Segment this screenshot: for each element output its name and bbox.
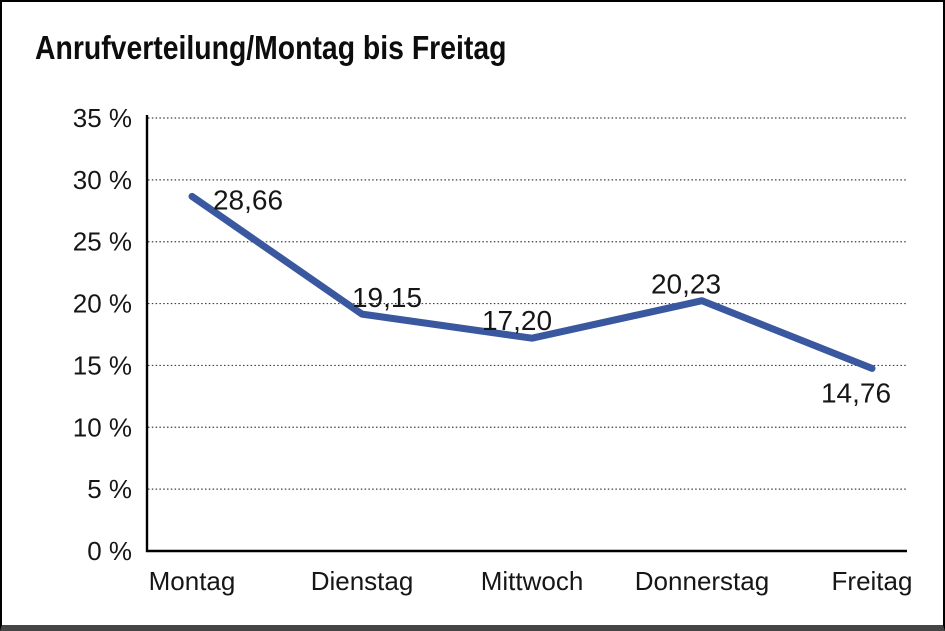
x-category-label: Freitag xyxy=(832,566,913,596)
data-point-label: 20,23 xyxy=(651,269,721,300)
y-tick-label: 35 % xyxy=(73,103,132,133)
data-point-label: 19,15 xyxy=(352,282,422,313)
x-category-label: Donnerstag xyxy=(635,566,769,596)
y-tick-label: 5 % xyxy=(87,474,132,504)
y-tick-label: 15 % xyxy=(73,350,132,380)
data-point-label: 28,66 xyxy=(213,184,283,215)
y-tick-label: 20 % xyxy=(73,289,132,319)
data-point-label: 14,76 xyxy=(821,377,891,408)
y-tick-label: 25 % xyxy=(73,227,132,257)
y-tick-label: 10 % xyxy=(73,412,132,442)
data-line xyxy=(188,192,876,372)
y-tick-label: 30 % xyxy=(73,165,132,195)
data-point-label: 17,20 xyxy=(482,305,552,336)
x-category-label: Montag xyxy=(149,566,236,596)
x-category-label: Mittwoch xyxy=(481,566,584,596)
chart-title: Anrufverteilung/Montag bis Freitag xyxy=(35,29,507,66)
y-tick-label: 0 % xyxy=(87,536,132,566)
x-category-label: Dienstag xyxy=(311,566,414,596)
